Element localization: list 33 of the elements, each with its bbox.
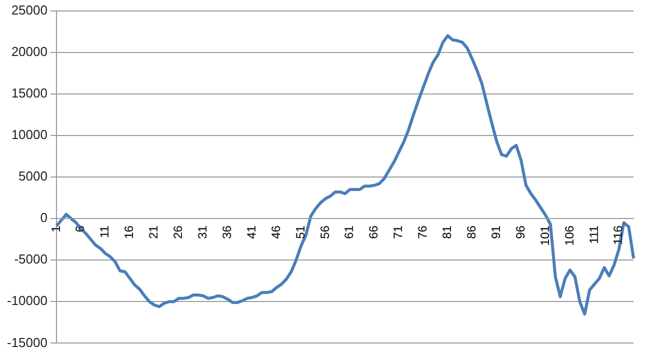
x-tick-label: 101 <box>538 225 552 246</box>
y-tick-label: 20000 <box>11 44 48 59</box>
x-tick-label: 31 <box>196 225 210 239</box>
y-tick-label: 5000 <box>18 168 48 184</box>
x-tick-label: 26 <box>171 225 186 239</box>
y-tick-label: 15000 <box>11 85 48 100</box>
x-tick-label: 71 <box>391 225 406 239</box>
x-tick-label: 11 <box>98 225 112 238</box>
x-tick-label: 1 <box>48 225 63 232</box>
x-tick-label: 81 <box>440 225 454 239</box>
x-tick-label: 91 <box>488 225 503 239</box>
x-tick-label: 111 <box>586 225 601 244</box>
y-tick-label: -10000 <box>6 293 48 308</box>
x-tick-label: 6 <box>73 225 88 232</box>
x-tick-label: 66 <box>366 225 381 239</box>
x-tick-label: 96 <box>513 225 528 239</box>
y-tick-label: 10000 <box>11 127 48 142</box>
x-tick-label: 46 <box>268 225 283 239</box>
x-tick-label: 51 <box>293 225 308 239</box>
x-tick-label: 36 <box>220 225 234 239</box>
x-tick-label: 116 <box>611 225 626 245</box>
x-tick-label: 86 <box>464 225 479 239</box>
y-tick-label: 0 <box>40 210 48 226</box>
y-tick-label: -15000 <box>6 334 48 350</box>
x-tick-label: 21 <box>146 225 161 239</box>
x-tick-label: 56 <box>318 225 332 239</box>
x-tick-label: 76 <box>416 225 430 239</box>
x-tick-label: 106 <box>562 225 576 246</box>
y-tick-label: 25000 <box>11 2 48 18</box>
x-tick-label: 41 <box>244 225 258 239</box>
y-tick-label: -5000 <box>14 252 48 267</box>
x-tick-label: 61 <box>342 225 356 239</box>
x-tick-label: 16 <box>122 225 136 239</box>
